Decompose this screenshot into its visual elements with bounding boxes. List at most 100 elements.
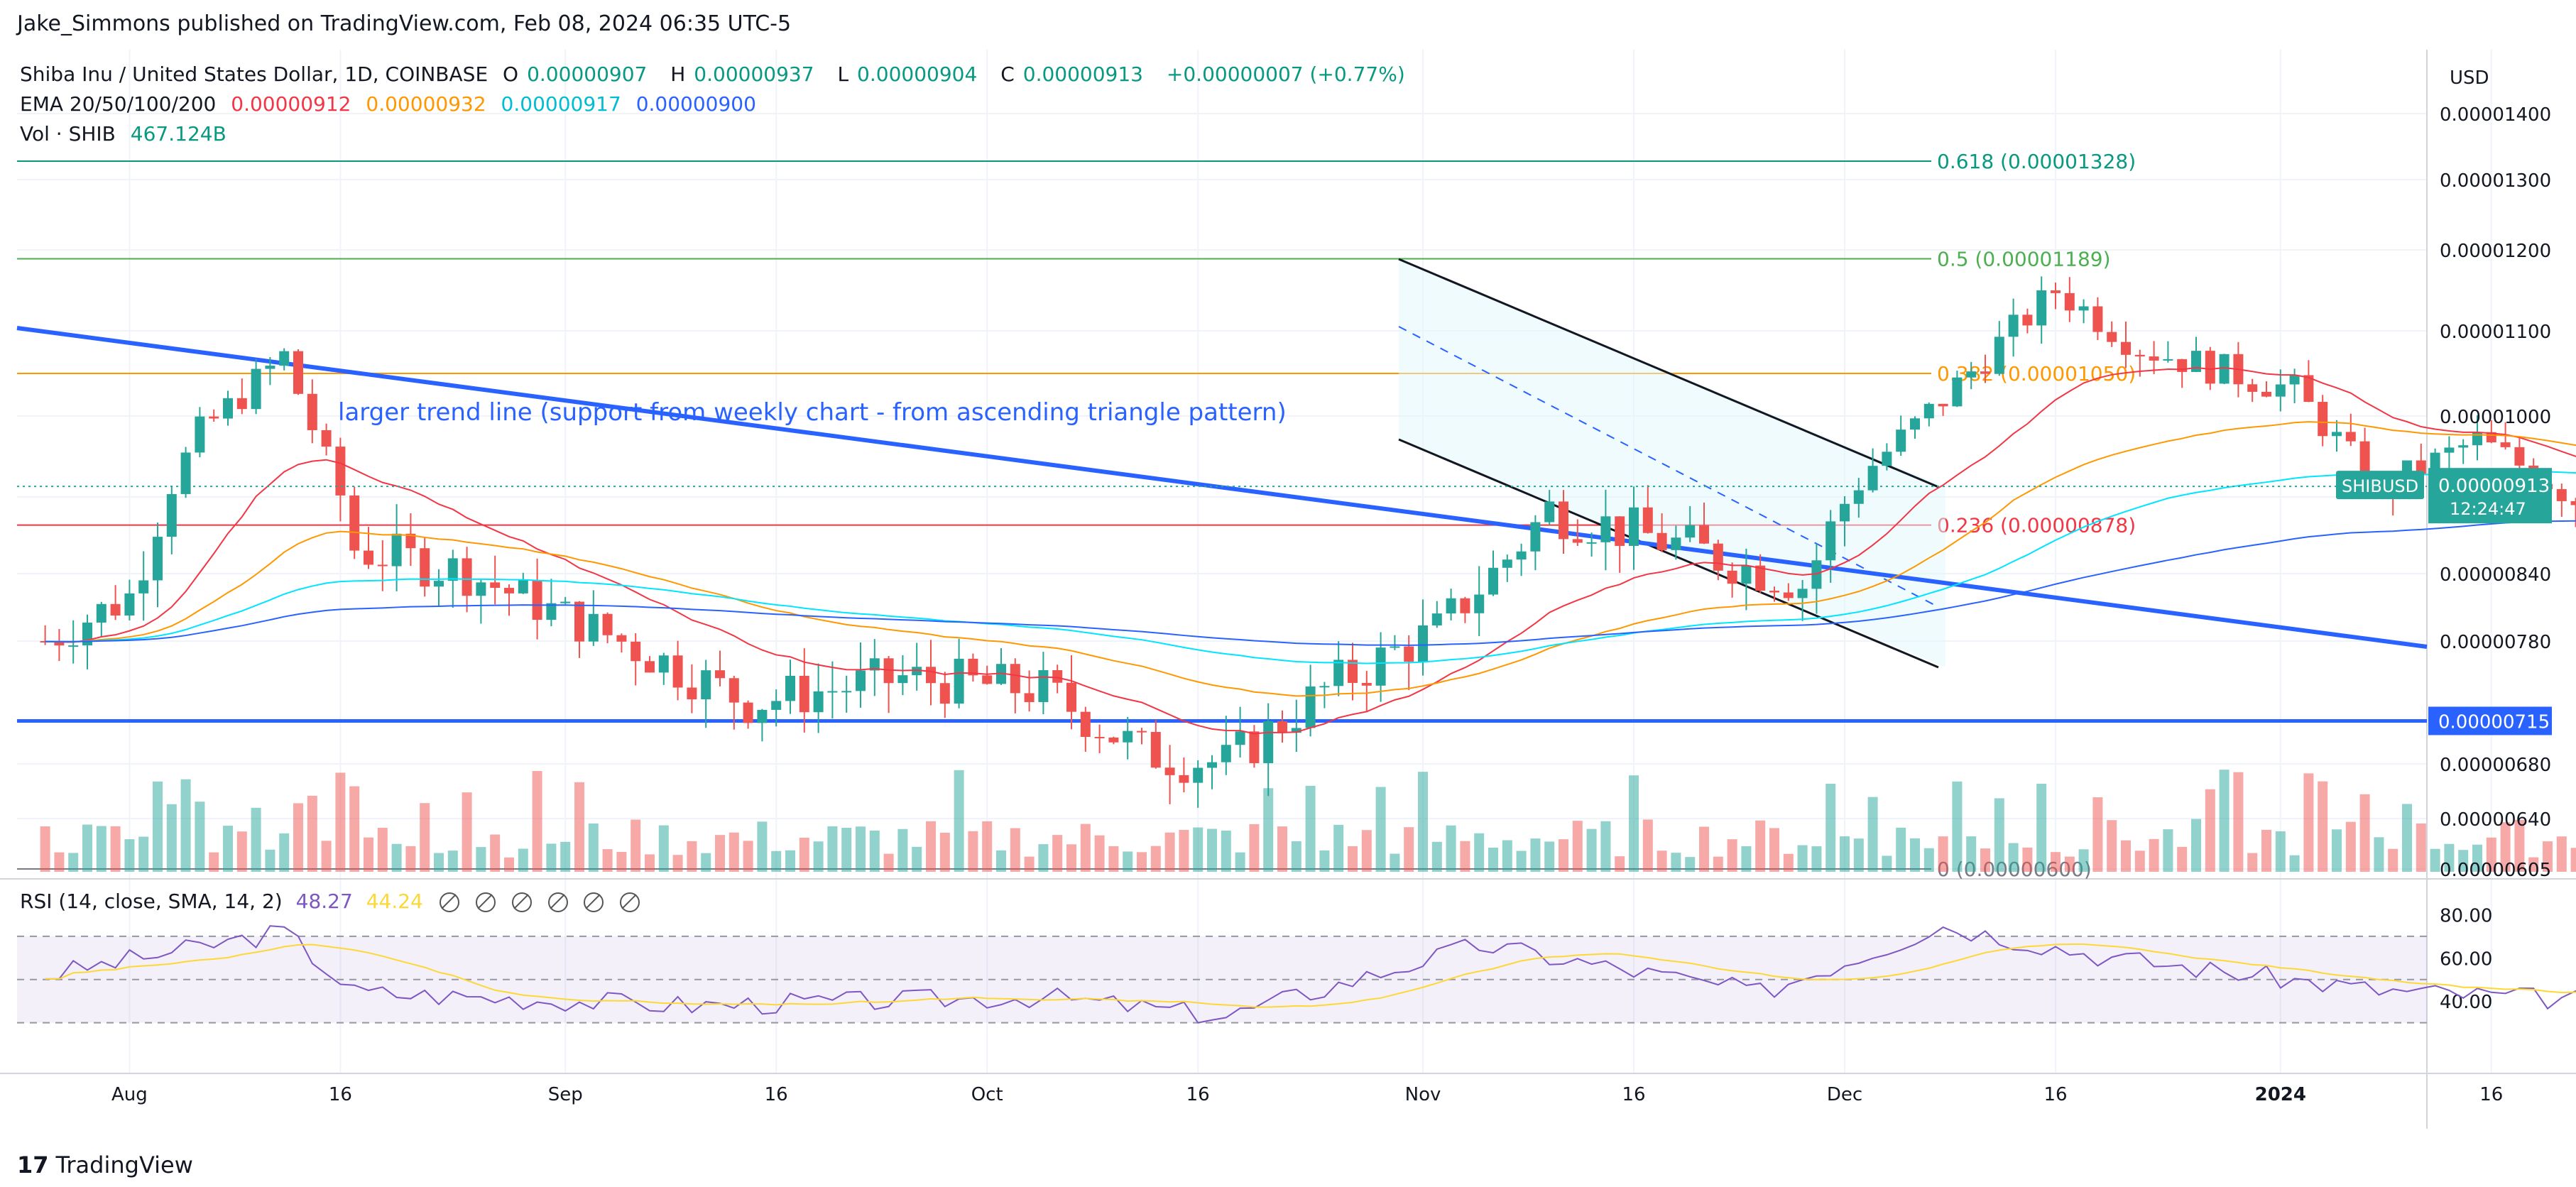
candle-body[interactable]	[1559, 501, 1568, 540]
candle-body[interactable]	[307, 393, 317, 430]
candle-body[interactable]	[1137, 731, 1147, 733]
candle-body[interactable]	[2416, 460, 2426, 474]
candle-body[interactable]	[279, 351, 290, 366]
candle-body[interactable]	[982, 675, 993, 684]
candle-body[interactable]	[1980, 371, 1990, 374]
candle-body[interactable]	[1994, 337, 2004, 374]
candle-body[interactable]	[1277, 721, 1287, 733]
candle-body[interactable]	[2149, 356, 2159, 361]
candle-body[interactable]	[1530, 522, 1541, 552]
candle-body[interactable]	[364, 550, 373, 565]
candle-body[interactable]	[1460, 598, 1470, 613]
candle-body[interactable]	[1853, 490, 1864, 504]
candle-body[interactable]	[2022, 314, 2033, 326]
candle-body[interactable]	[195, 416, 205, 453]
candle-body[interactable]	[1094, 736, 1105, 738]
candle-body[interactable]	[1488, 567, 1498, 595]
candle-body[interactable]	[954, 658, 964, 704]
trend-line[interactable]	[16, 326, 2428, 649]
candle-body[interactable]	[405, 533, 416, 549]
candle-body[interactable]	[209, 416, 219, 419]
candle-body[interactable]	[1150, 732, 1161, 768]
candle-body[interactable]	[658, 655, 669, 673]
candle-body[interactable]	[1038, 669, 1049, 702]
candle-body[interactable]	[2134, 354, 2145, 357]
candle-body[interactable]	[447, 558, 458, 581]
candle-body[interactable]	[504, 588, 514, 594]
candle-body[interactable]	[1629, 507, 1639, 546]
candle-body[interactable]	[321, 430, 332, 447]
candle-body[interactable]	[2289, 375, 2300, 385]
candle-body[interactable]	[110, 603, 121, 616]
candle-body[interactable]	[771, 701, 782, 710]
candle-body[interactable]	[2092, 306, 2103, 332]
candle-body[interactable]	[1010, 664, 1020, 694]
candle-body[interactable]	[2247, 384, 2258, 392]
candle-body[interactable]	[68, 645, 79, 647]
candle-body[interactable]	[2500, 442, 2511, 447]
candle-body[interactable]	[645, 661, 655, 673]
candle-body[interactable]	[1882, 452, 1892, 466]
candle-body[interactable]	[546, 603, 557, 620]
candle-body[interactable]	[2121, 341, 2131, 355]
candle-body[interactable]	[1291, 728, 1301, 733]
candle-body[interactable]	[1052, 669, 1063, 683]
candle-body[interactable]	[1755, 565, 1766, 591]
candle-body[interactable]	[462, 558, 472, 596]
candle-body[interactable]	[939, 683, 950, 704]
candle-body[interactable]	[785, 675, 795, 701]
candle-body[interactable]	[2275, 384, 2286, 397]
candle-body[interactable]	[518, 580, 528, 594]
candle-body[interactable]	[687, 687, 697, 700]
candle-body[interactable]	[2064, 292, 2075, 311]
candle-body[interactable]	[1572, 539, 1583, 543]
candle-body[interactable]	[2008, 314, 2019, 337]
candle-body[interactable]	[1615, 516, 1625, 546]
candle-body[interactable]	[1066, 682, 1076, 712]
candle-body[interactable]	[490, 582, 501, 589]
candle-body[interactable]	[54, 641, 65, 646]
candle-body[interactable]	[1840, 503, 1850, 522]
candle-body[interactable]	[1811, 560, 1822, 589]
candle-body[interactable]	[2078, 306, 2089, 311]
candle-body[interactable]	[1263, 721, 1274, 763]
candle-body[interactable]	[2318, 402, 2328, 437]
candle-body[interactable]	[588, 613, 599, 642]
candle-body[interactable]	[1404, 646, 1414, 662]
symbol-title[interactable]: Shiba Inu / United States Dollar, 1D, CO…	[20, 62, 489, 86]
candle-body[interactable]	[1361, 682, 1372, 686]
candle-body[interactable]	[2345, 432, 2356, 442]
candle-body[interactable]	[1348, 660, 1358, 683]
candle-body[interactable]	[2458, 445, 2469, 448]
candle-body[interactable]	[2261, 391, 2271, 397]
candle-body[interactable]	[1375, 647, 1386, 686]
candle-body[interactable]	[1657, 532, 1667, 550]
candle-body[interactable]	[728, 678, 739, 703]
candle-body[interactable]	[391, 533, 402, 567]
candle-body[interactable]	[2036, 290, 2047, 326]
candle-body[interactable]	[1502, 559, 1512, 568]
candle-body[interactable]	[813, 691, 824, 713]
candle-body[interactable]	[926, 667, 936, 684]
candle-body[interactable]	[532, 580, 542, 620]
candle-body[interactable]	[1910, 418, 1920, 430]
candle-body[interactable]	[1600, 516, 1611, 542]
candle-body[interactable]	[1825, 521, 1836, 561]
candle-body[interactable]	[912, 667, 922, 676]
candle-body[interactable]	[2444, 447, 2455, 453]
candle-body[interactable]	[377, 564, 388, 567]
candle-body[interactable]	[631, 641, 641, 662]
candle-body[interactable]	[841, 691, 852, 693]
candle-body[interactable]	[1952, 377, 1963, 407]
candle-body[interactable]	[2219, 354, 2230, 384]
candle-body[interactable]	[1221, 745, 1231, 762]
candle-body[interactable]	[869, 658, 880, 671]
hidden-eye-icon[interactable]	[620, 892, 640, 912]
candle-body[interactable]	[420, 548, 430, 587]
candle-body[interactable]	[743, 702, 753, 723]
candle-body[interactable]	[1923, 403, 1934, 419]
hidden-eye-icon[interactable]	[547, 892, 568, 912]
candle-body[interactable]	[2556, 488, 2567, 501]
candle-body[interactable]	[1769, 591, 1779, 593]
